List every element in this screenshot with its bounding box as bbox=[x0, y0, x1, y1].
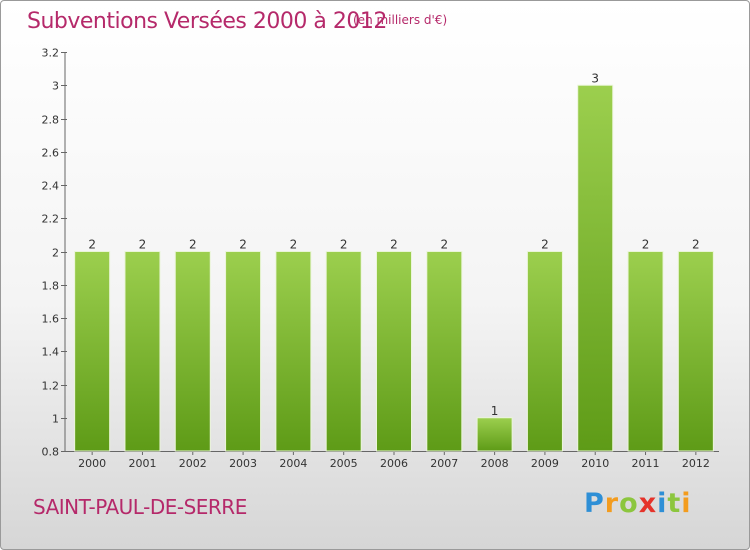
bar bbox=[476, 417, 513, 452]
x-tick-label: 2006 bbox=[380, 457, 408, 470]
logo-letter: P bbox=[584, 488, 605, 519]
chart-title: Subventions Versées 2000 à 2012 bbox=[27, 9, 387, 34]
bar-value-label: 2 bbox=[440, 238, 448, 252]
x-axis: 2000 2001 2002 2003 2004 2005 2006 2007 2008 2009… bbox=[65, 451, 719, 470]
bar-value-label: 2 bbox=[290, 238, 298, 252]
logo-letter: t bbox=[667, 488, 682, 519]
y-tick-label: 1.6 bbox=[42, 313, 60, 326]
x-tick-label: 2009 bbox=[531, 457, 559, 470]
commune-name: SAINT-PAUL-DE-SERRE bbox=[33, 495, 247, 519]
y-tick-label: 0.8 bbox=[42, 446, 60, 459]
chart-unit: (en milliers d'€) bbox=[353, 13, 448, 27]
y-tick-label: 1.8 bbox=[42, 280, 60, 293]
bar bbox=[577, 84, 614, 452]
logo-letter: i bbox=[681, 488, 692, 519]
logo-letter: o bbox=[619, 488, 639, 519]
x-tick-label: 2002 bbox=[179, 457, 207, 470]
bar bbox=[74, 251, 111, 452]
y-tick-label: 2.8 bbox=[42, 114, 60, 127]
bar bbox=[376, 251, 412, 452]
bar-value-label: 2 bbox=[390, 238, 398, 252]
x-tick-label: 2011 bbox=[632, 457, 660, 470]
bar bbox=[526, 251, 563, 452]
bar-value-label: 2 bbox=[139, 238, 147, 252]
bar-value-label: 1 bbox=[491, 404, 499, 418]
x-tick-label: 2000 bbox=[78, 457, 106, 470]
bar-value-label: 2 bbox=[692, 238, 700, 252]
logo-letter: r bbox=[604, 488, 620, 519]
y-tick-label: 1.2 bbox=[42, 380, 60, 393]
bar-value-label: 2 bbox=[541, 238, 549, 252]
y-tick-label: 3 bbox=[52, 80, 59, 93]
bar bbox=[275, 251, 312, 452]
x-tick-label: 2003 bbox=[229, 457, 257, 470]
logo-letter: x bbox=[638, 488, 658, 519]
x-tick-label: 2008 bbox=[481, 457, 509, 470]
proxiti-logo: Proxiti bbox=[584, 488, 692, 519]
bar-value-label: 3 bbox=[591, 71, 599, 85]
y-tick-label: 3.2 bbox=[42, 47, 60, 60]
y-tick-label: 2.4 bbox=[42, 180, 60, 193]
y-tick-label: 2.6 bbox=[42, 147, 60, 160]
bar bbox=[225, 251, 262, 452]
y-axis: 0.8 1 1.2 1.4 1.6 1.8 2 2.2 2.4 2.6 2.8 3 3.2 bbox=[42, 47, 67, 459]
bar bbox=[627, 251, 664, 452]
bar bbox=[124, 251, 161, 452]
y-tick-label: 2 bbox=[52, 247, 59, 260]
y-tick-label: 1.4 bbox=[42, 346, 60, 359]
bar-value-label: 2 bbox=[189, 238, 197, 252]
x-tick-label: 2010 bbox=[581, 457, 609, 470]
bar-value-label: 2 bbox=[239, 238, 247, 252]
bar-value-label: 2 bbox=[340, 238, 348, 252]
x-tick-label: 2007 bbox=[430, 457, 458, 470]
x-tick-label: 2012 bbox=[682, 457, 710, 470]
bar bbox=[174, 251, 211, 452]
x-tick-label: 2004 bbox=[279, 457, 307, 470]
bar bbox=[426, 251, 463, 452]
bar bbox=[677, 251, 714, 452]
x-tick-label: 2005 bbox=[330, 457, 358, 470]
logo-letter: i bbox=[657, 488, 668, 519]
x-tick-label: 2001 bbox=[128, 457, 156, 470]
bar-series: 2 2 2 2 2 2 2 2 1 2 3 2 2 bbox=[74, 71, 714, 452]
bar bbox=[325, 251, 362, 452]
y-tick-label: 1 bbox=[52, 413, 59, 426]
bar-value-label: 2 bbox=[88, 238, 96, 252]
y-tick-label: 2.2 bbox=[42, 213, 60, 226]
bar-value-label: 2 bbox=[642, 238, 650, 252]
